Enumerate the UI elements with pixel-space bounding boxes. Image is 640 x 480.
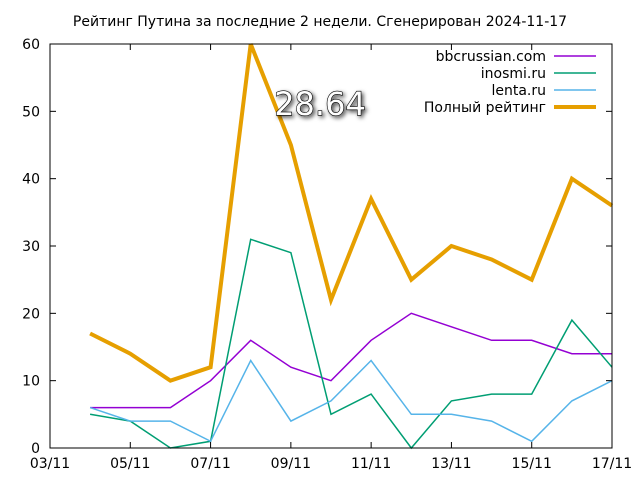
x-tick-label: 11/11 xyxy=(351,456,391,472)
chart-title: Рейтинг Путина за последние 2 недели. Сг… xyxy=(73,14,567,30)
series-layer xyxy=(89,43,614,450)
y-tick-label: 20 xyxy=(22,306,40,322)
series-line-0 xyxy=(90,312,612,409)
axes-layer: 0 10 20 30 40 50 60 03/11 05/11 07/11 09/11 11/11 13… xyxy=(22,37,632,472)
x-tick-label: 17/11 xyxy=(592,456,632,472)
series-line-3 xyxy=(89,43,614,383)
x-tick-label: 03/11 xyxy=(30,456,70,472)
legend-label: bbcrussian.com xyxy=(436,49,546,65)
legend-label: Полный рейтинг xyxy=(424,100,546,116)
y-tick-label: 40 xyxy=(22,172,40,188)
rating-value-annotation: 28.64 xyxy=(274,85,366,123)
x-tick-label: 05/11 xyxy=(110,456,150,472)
y-tick-label: 60 xyxy=(22,37,40,53)
series-line-2 xyxy=(89,359,613,443)
y-tick-label: 30 xyxy=(22,239,40,255)
x-tick-label: 13/11 xyxy=(431,456,471,472)
x-tick-label: 15/11 xyxy=(512,456,552,472)
x-tick-label: 09/11 xyxy=(271,456,311,472)
y-tick-label: 10 xyxy=(22,374,40,390)
y-tick-label: 50 xyxy=(22,104,40,120)
legend-label: inosmi.ru xyxy=(481,66,546,82)
y-tick-label: 0 xyxy=(31,441,40,457)
legend-label: lenta.ru xyxy=(491,83,546,99)
series-line-1 xyxy=(89,238,613,450)
x-tick-label: 07/11 xyxy=(190,456,230,472)
